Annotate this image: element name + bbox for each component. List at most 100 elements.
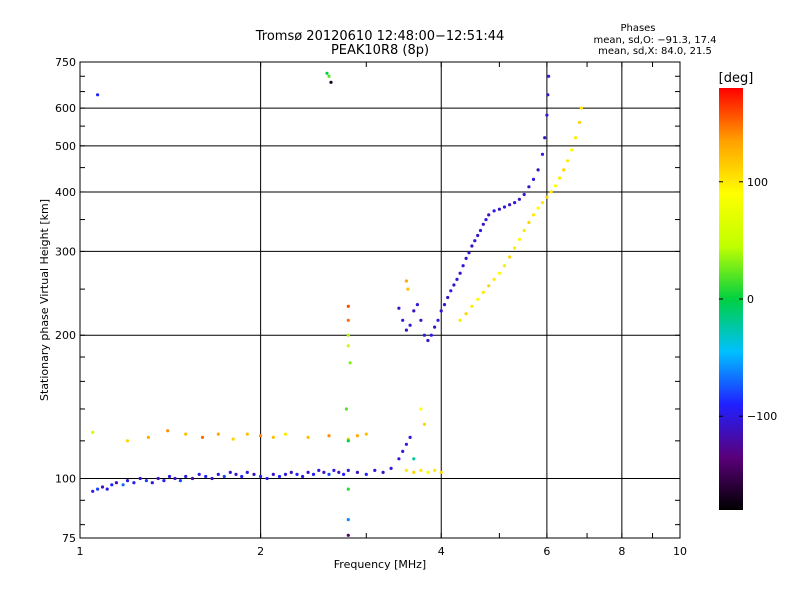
- colorbar-tick-label: 0: [747, 293, 754, 306]
- data-point: [442, 303, 447, 307]
- data-point: [125, 439, 130, 443]
- data-point: [484, 218, 488, 222]
- data-point: [492, 277, 496, 281]
- data-point: [346, 304, 350, 308]
- data-point: [348, 361, 352, 365]
- data-point: [190, 476, 195, 481]
- x-axis-ticks: 1 2 4 6 8 10: [77, 62, 687, 558]
- data-point: [426, 470, 430, 474]
- data-point: [527, 185, 531, 189]
- data-point: [547, 74, 551, 78]
- colorbar-tick-label: −100: [747, 410, 777, 423]
- data-point: [487, 284, 491, 288]
- data-point: [574, 136, 578, 140]
- data-point: [346, 468, 350, 472]
- data-point: [346, 333, 350, 337]
- data-point: [470, 244, 474, 248]
- data-point: [283, 472, 288, 476]
- data-point: [228, 470, 232, 474]
- data-point: [549, 190, 553, 194]
- data-point: [105, 487, 109, 491]
- data-point: [566, 159, 570, 163]
- data-point: [408, 435, 412, 439]
- colorbar-ticks: 100 0 −100: [719, 176, 777, 423]
- data-point: [364, 472, 368, 476]
- data-point: [476, 233, 480, 238]
- data-point: [96, 487, 100, 491]
- data-point: [222, 474, 226, 479]
- data-point: [381, 470, 385, 474]
- data-point: [433, 325, 437, 329]
- data-point: [412, 470, 416, 474]
- data-point: [184, 432, 188, 436]
- data-point: [329, 80, 333, 84]
- data-point: [473, 239, 477, 243]
- data-point: [91, 489, 95, 493]
- data-point: [327, 74, 331, 78]
- data-point: [517, 197, 522, 201]
- y-tick-label: 300: [55, 245, 76, 258]
- data-point: [259, 434, 263, 438]
- data-point: [216, 472, 220, 476]
- data-point: [234, 472, 238, 476]
- plot-frame: [79, 61, 681, 539]
- data-point: [401, 318, 405, 322]
- data-point: [346, 344, 350, 348]
- data-point: [289, 470, 293, 474]
- data-point: [404, 328, 408, 332]
- data-point: [91, 430, 95, 434]
- data-point: [422, 333, 426, 337]
- data-point: [502, 264, 507, 268]
- data-point: [344, 407, 348, 411]
- data-point: [178, 479, 182, 483]
- data-point: [570, 148, 574, 152]
- data-point: [311, 472, 316, 476]
- data-point: [295, 472, 299, 476]
- x-tick-label: 8: [618, 545, 625, 558]
- data-point: [458, 318, 462, 322]
- data-point: [408, 323, 412, 327]
- data-point: [346, 318, 350, 322]
- data-point: [513, 201, 517, 205]
- data-point: [100, 485, 105, 489]
- data-point: [531, 213, 536, 217]
- x-tick-label: 4: [438, 545, 445, 558]
- data-point: [184, 474, 188, 479]
- data-point: [325, 71, 329, 75]
- chart-title: Tromsø 20120610 12:48:00−12:51:44: [255, 29, 505, 44]
- data-point: [492, 209, 496, 213]
- y-tick-label: 600: [55, 102, 76, 115]
- data-point: [522, 192, 526, 197]
- data-point: [166, 429, 170, 433]
- data-point: [481, 290, 485, 294]
- data-point: [306, 470, 310, 474]
- data-point: [342, 472, 346, 476]
- data-point: [497, 207, 501, 211]
- x-tick-label: 2: [257, 545, 264, 558]
- data-point: [156, 476, 160, 481]
- stats-line-x: mean, sd,X: 84.0, 21.5: [598, 46, 712, 57]
- y-tick-label: 750: [55, 56, 76, 69]
- data-point: [355, 434, 359, 438]
- data-points: [91, 71, 584, 537]
- data-point: [167, 474, 172, 479]
- data-point: [397, 457, 401, 461]
- data-point: [558, 176, 562, 180]
- data-point: [114, 481, 118, 485]
- data-point: [132, 481, 136, 485]
- data-point: [346, 518, 350, 522]
- colorbar-tick-label: 100: [747, 176, 768, 189]
- data-point: [540, 152, 545, 156]
- data-point: [545, 113, 549, 117]
- x-tick-label: 1: [77, 545, 84, 558]
- data-point: [271, 435, 275, 439]
- data-point: [210, 476, 214, 481]
- data-point: [508, 255, 512, 259]
- data-point: [426, 338, 430, 343]
- data-point: [150, 481, 154, 485]
- data-point: [317, 468, 321, 472]
- colorbar-label: [deg]: [719, 71, 754, 86]
- x-tick-label: 6: [543, 545, 550, 558]
- stats-line-o: mean, sd,O: −91.3, 17.4: [594, 35, 717, 46]
- data-point: [545, 195, 549, 199]
